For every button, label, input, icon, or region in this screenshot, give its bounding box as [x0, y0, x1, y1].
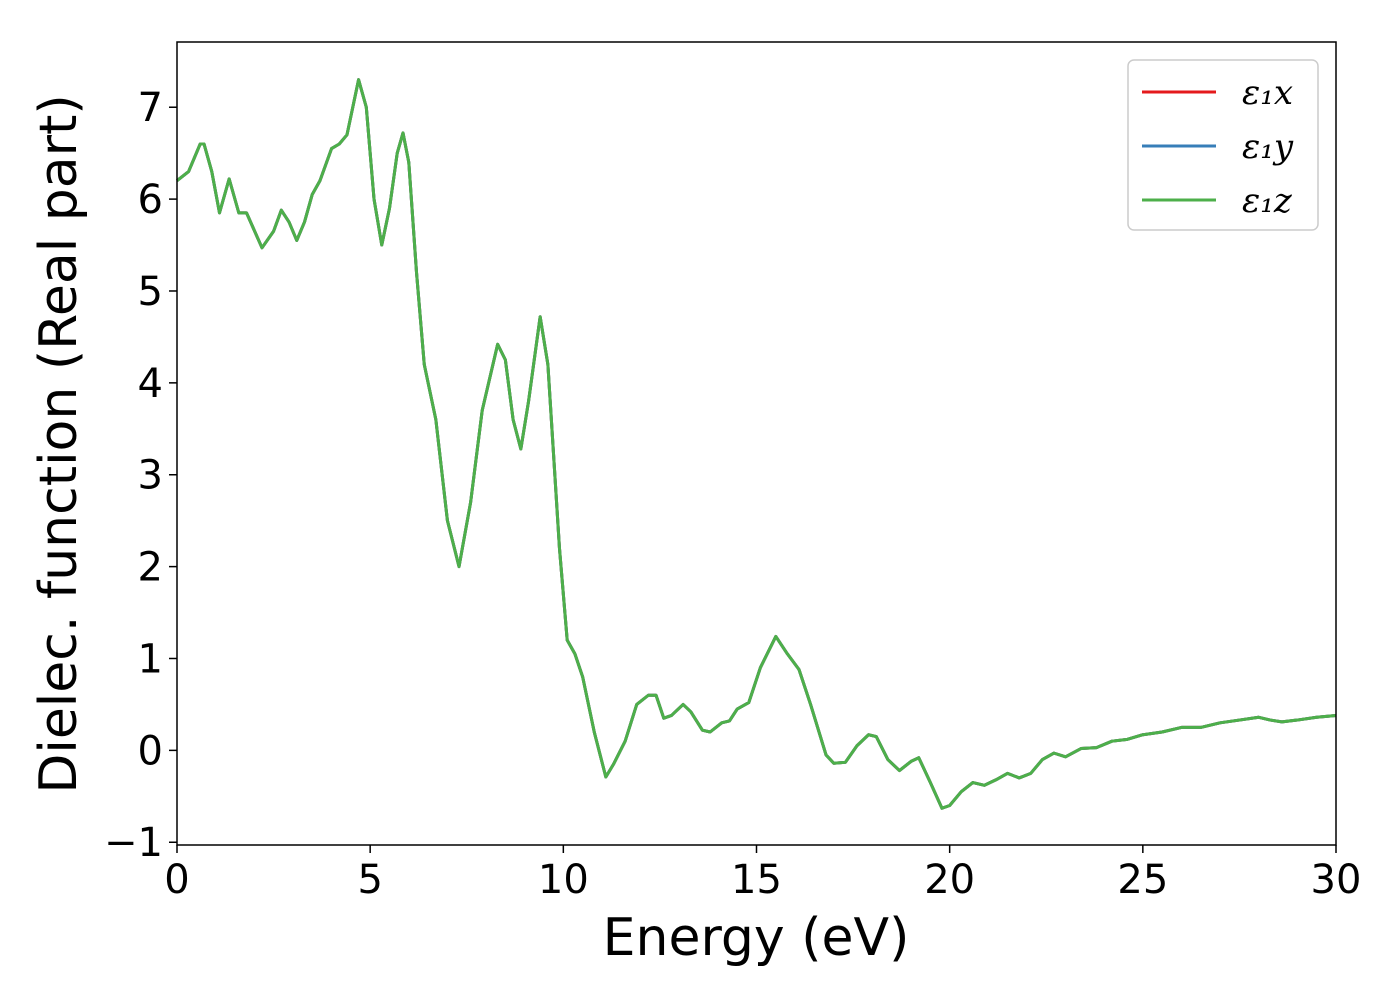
plot-frame [176, 41, 1337, 846]
y-tick-label: 2 [138, 545, 163, 591]
x-tick-label: 25 [1117, 857, 1168, 903]
y-tick-label: 6 [138, 177, 163, 223]
x-tick-label: 5 [357, 857, 382, 903]
legend-box [1127, 59, 1319, 231]
x-tick-label: 15 [731, 857, 782, 903]
series-line [176, 78, 1337, 810]
x-tick-label: 0 [164, 857, 189, 903]
y-tick-label: 5 [138, 269, 163, 315]
x-axis-label: Energy (eV) [603, 908, 910, 968]
y-tick-label: −1 [104, 820, 163, 866]
x-tick-label: 20 [924, 857, 975, 903]
legend-label: ε₁y [1242, 127, 1294, 167]
y-tick-label: 1 [138, 636, 163, 682]
legend-label: ε₁z [1242, 181, 1293, 221]
y-tick-label: 0 [138, 728, 163, 774]
y-axis-label: Dielec. function (Real part) [29, 94, 89, 793]
y-tick-label: 7 [138, 85, 163, 131]
x-tick-label: 30 [1311, 857, 1362, 903]
legend: ε₁x ε₁y ε₁z [1127, 59, 1319, 231]
y-tick-label: 3 [138, 453, 163, 499]
y-tick-label: 4 [138, 361, 163, 407]
legend-label: ε₁x [1242, 73, 1293, 113]
x-tick-label: 10 [538, 857, 589, 903]
